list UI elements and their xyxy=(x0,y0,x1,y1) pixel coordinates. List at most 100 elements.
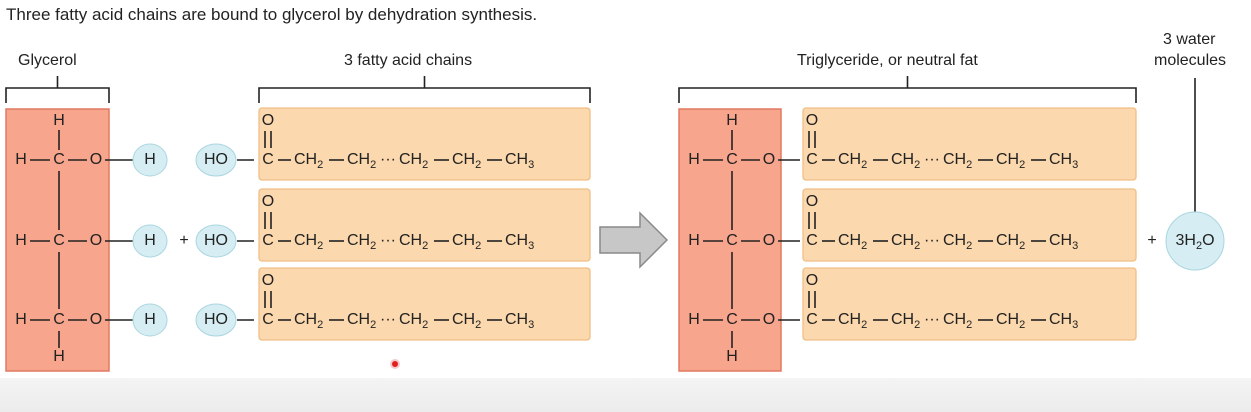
glycerol-o-atom: O xyxy=(90,151,102,168)
product-row-2-fatty-acid-ch2-1: CH2 xyxy=(838,232,867,252)
product-row-3-fatty-acid-ch2-3: CH2 xyxy=(943,311,972,331)
caption: Three fatty acid chains are bound to gly… xyxy=(6,5,538,24)
reactant-row-1-ho-bubble xyxy=(195,143,237,177)
reactant-row-2-fatty-acid-ch3: CH3 xyxy=(505,232,534,252)
product-row-2-fatty-acid-ch3: CH3 xyxy=(1049,232,1078,252)
product-row-3-fatty-acid-ch2-2: CH2 xyxy=(891,311,920,331)
product-row-1-fatty-acid-box xyxy=(802,107,1137,181)
product-row-2-fatty-acid-carbonyl-o: O xyxy=(806,193,818,210)
triglyceride-glycerol-o-atom: O xyxy=(763,232,775,249)
reactant-row-2-fatty-acid-ch2-1: CH2 xyxy=(294,232,323,252)
reactant-row-1-fatty-acid-carbonyl-o: O xyxy=(262,112,274,129)
product-row-1-fatty-acid-carbonyl-o: O xyxy=(806,112,818,129)
triglyceride-glycerol-h-top: H xyxy=(726,112,738,129)
reactant-row-2-fatty-acid-carbonyl-o: O xyxy=(262,193,274,210)
product-row-3-fatty-acid-ellipsis: ··· xyxy=(924,311,940,328)
product-row-2-fatty-acid-carbonyl-c: C xyxy=(806,232,818,249)
reactant-row-3-fatty-acid-box xyxy=(258,267,591,341)
glycerol-c-atom: C xyxy=(53,311,65,328)
glycerol-o-atom: O xyxy=(90,311,102,328)
product-row-2-fatty-acid-box xyxy=(802,188,1137,262)
glycerol-h-top: H xyxy=(53,112,65,129)
reactant-row-1-fatty-acid-ch2-2: CH2 xyxy=(347,151,376,171)
reactant-row-1-h-atom: H xyxy=(144,151,156,168)
cursor-dot xyxy=(392,361,398,367)
reactant-plus-sign: + xyxy=(179,232,188,249)
product-row-3-fatty-acid-carbonyl-o: O xyxy=(806,272,818,289)
reactant-row-2-fatty-acid-ch2-2: CH2 xyxy=(347,232,376,252)
water-label-line2: molecules xyxy=(1154,52,1227,69)
reactant-row-2-ho-group: HO xyxy=(204,232,228,249)
reactant-row-2-fatty-acid-box xyxy=(258,188,591,262)
reactant-row-3-fatty-acid-ch2-2: CH2 xyxy=(347,311,376,331)
reactant-row-3-fatty-acid-carbonyl-c: C xyxy=(262,311,274,328)
product-row-3-fatty-acid-ch2-4: CH2 xyxy=(996,311,1025,331)
water-label-line1: 3 water xyxy=(1163,31,1216,48)
product-row-1-fatty-acid-ellipsis: ··· xyxy=(924,151,940,168)
reactant-row-3-fatty-acid-ch2-3: CH2 xyxy=(399,311,428,331)
glycerol-c-atom: C xyxy=(53,151,65,168)
product-plus-sign: + xyxy=(1147,232,1156,249)
reactant-row-2-h-bubble xyxy=(132,224,168,258)
reactant-row-3-h-bubble xyxy=(132,303,168,337)
reactant-row-3-fatty-acid-ch2-1: CH2 xyxy=(294,311,323,331)
reactant-row-3-fatty-acid-ch3: CH3 xyxy=(505,311,534,331)
glycerol-label: Glycerol xyxy=(18,52,77,69)
water-bubble xyxy=(1165,211,1225,271)
reactant-row-3-h-atom: H xyxy=(144,311,156,328)
triglyceride-glycerol-h-atom: H xyxy=(688,311,700,328)
triglyceride-glycerol-o-atom: O xyxy=(763,311,775,328)
glycerol-o-atom: O xyxy=(90,232,102,249)
product-row-1-fatty-acid-ch2-4: CH2 xyxy=(996,151,1025,171)
triglyceride-glycerol-h-bottom: H xyxy=(726,348,738,365)
reactant-row-3-fatty-acid-ellipsis: ··· xyxy=(380,311,396,328)
triglyceride-glycerol-c-atom: C xyxy=(726,151,738,168)
reactant-row-1-fatty-acid-box xyxy=(258,107,591,181)
product-row-3-fatty-acid-box xyxy=(802,267,1137,341)
glycerol-h-atom: H xyxy=(15,232,27,249)
reactant-row-1-fatty-acid-ch2-3: CH2 xyxy=(399,151,428,171)
glycerol-h-atom: H xyxy=(15,151,27,168)
reactant-row-2-fatty-acid-ch2-4: CH2 xyxy=(452,232,481,252)
reactant-row-2-fatty-acid-carbonyl-c: C xyxy=(262,232,274,249)
product-row-3-fatty-acid-ch2-1: CH2 xyxy=(838,311,867,331)
product-row-1-fatty-acid-ch2-3: CH2 xyxy=(943,151,972,171)
product-row-1-fatty-acid-carbonyl-c: C xyxy=(806,151,818,168)
triglyceride-glycerol-box xyxy=(678,108,782,372)
reactant-row-1-fatty-acid-ch3: CH3 xyxy=(505,151,534,171)
triglyceride-glycerol-c-atom: C xyxy=(726,232,738,249)
product-row-2-fatty-acid-ch2-3: CH2 xyxy=(943,232,972,252)
glycerol-box xyxy=(5,108,110,372)
reaction-arrow xyxy=(599,211,669,269)
product-row-1-fatty-acid-ch2-1: CH2 xyxy=(838,151,867,171)
reactant-row-3-ho-bubble xyxy=(195,303,237,337)
reactant-row-1-fatty-acid-ch2-4: CH2 xyxy=(452,151,481,171)
glycerol-c-atom: C xyxy=(53,232,65,249)
fatty-acids-label: 3 fatty acid chains xyxy=(344,52,473,69)
reactant-row-1-h-bubble xyxy=(132,143,168,177)
reactant-row-2-h-atom: H xyxy=(144,232,156,249)
reactant-row-1-ho-group: HO xyxy=(204,151,228,168)
bottom-bar xyxy=(0,378,1251,412)
reactant-row-3-fatty-acid-carbonyl-o: O xyxy=(262,272,274,289)
glycerol-bracket xyxy=(5,76,110,103)
reactant-row-3-ho-group: HO xyxy=(204,311,228,328)
triglyceride-glycerol-c-atom: C xyxy=(726,311,738,328)
triglyceride-label: Triglyceride, or neutral fat xyxy=(797,52,978,69)
reactant-row-3-fatty-acid-ch2-4: CH2 xyxy=(452,311,481,331)
triglyceride-bracket xyxy=(678,76,1137,103)
triglyceride-glycerol-h-atom: H xyxy=(688,151,700,168)
reactant-row-2-fatty-acid-ch2-3: CH2 xyxy=(399,232,428,252)
water-formula: 3H2O xyxy=(1175,232,1214,252)
reactant-row-1-fatty-acid-ch2-1: CH2 xyxy=(294,151,323,171)
reactant-row-2-ho-bubble xyxy=(195,224,237,258)
product-row-1-fatty-acid-ch2-2: CH2 xyxy=(891,151,920,171)
product-row-1-fatty-acid-ch3: CH3 xyxy=(1049,151,1078,171)
product-row-3-fatty-acid-ch3: CH3 xyxy=(1049,311,1078,331)
triglyceride-glycerol-o-atom: O xyxy=(763,151,775,168)
product-row-2-fatty-acid-ch2-4: CH2 xyxy=(996,232,1025,252)
product-row-2-fatty-acid-ellipsis: ··· xyxy=(924,232,940,249)
glycerol-h-atom: H xyxy=(15,311,27,328)
